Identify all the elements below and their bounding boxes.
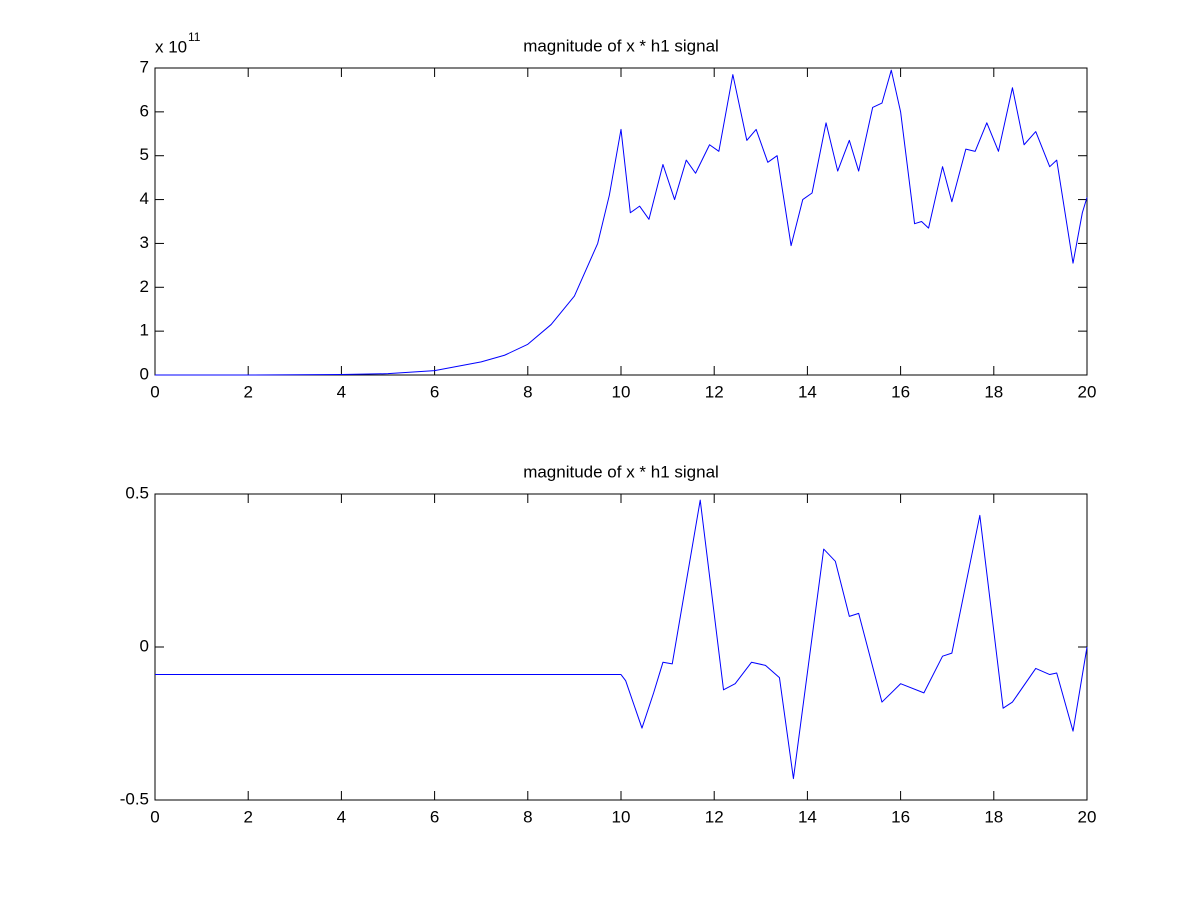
y-tick-label: 6 — [140, 101, 149, 120]
chart-title: magnitude of x * h1 signal — [523, 462, 719, 481]
x-tick-label: 8 — [523, 807, 532, 826]
x-tick-label: 12 — [705, 382, 724, 401]
y-tick-label: -0.5 — [120, 789, 149, 808]
y-tick-label: 0.5 — [125, 483, 149, 502]
y-tick-label: 0 — [140, 636, 149, 655]
y-tick-label: 3 — [140, 233, 149, 252]
x-tick-label: 20 — [1078, 807, 1097, 826]
x-tick-label: 18 — [984, 807, 1003, 826]
x-tick-label: 6 — [430, 382, 439, 401]
signal-line — [155, 499, 1088, 780]
y-tick-label: 1 — [140, 321, 149, 340]
y-tick-label: 2 — [140, 277, 149, 296]
axis-multiplier: x 10 — [155, 37, 187, 56]
x-tick-label: 2 — [243, 807, 252, 826]
x-tick-label: 16 — [891, 382, 910, 401]
x-tick-label: 8 — [523, 382, 532, 401]
y-tick-label: 4 — [140, 189, 149, 208]
x-tick-label: 0 — [150, 807, 159, 826]
axis-exponent: 11 — [188, 30, 201, 44]
x-tick-label: 16 — [891, 807, 910, 826]
x-tick-label: 10 — [612, 382, 631, 401]
chart-title: magnitude of x * h1 signal — [523, 36, 719, 55]
x-tick-label: 2 — [243, 382, 252, 401]
x-tick-label: 20 — [1078, 382, 1097, 401]
axes-box — [154, 67, 1088, 376]
axes-box — [154, 493, 1088, 801]
x-tick-label: 12 — [705, 807, 724, 826]
x-tick-label: 6 — [430, 807, 439, 826]
y-tick-label: 7 — [140, 57, 149, 76]
x-tick-label: 0 — [150, 382, 159, 401]
x-tick-label: 18 — [984, 382, 1003, 401]
x-tick-label: 14 — [798, 807, 817, 826]
x-tick-label: 4 — [337, 807, 346, 826]
y-tick-label: 0 — [140, 364, 149, 383]
signal-line — [155, 69, 1088, 376]
x-tick-label: 14 — [798, 382, 817, 401]
x-tick-label: 10 — [612, 807, 631, 826]
x-tick-label: 4 — [337, 382, 346, 401]
y-tick-label: 5 — [140, 145, 149, 164]
